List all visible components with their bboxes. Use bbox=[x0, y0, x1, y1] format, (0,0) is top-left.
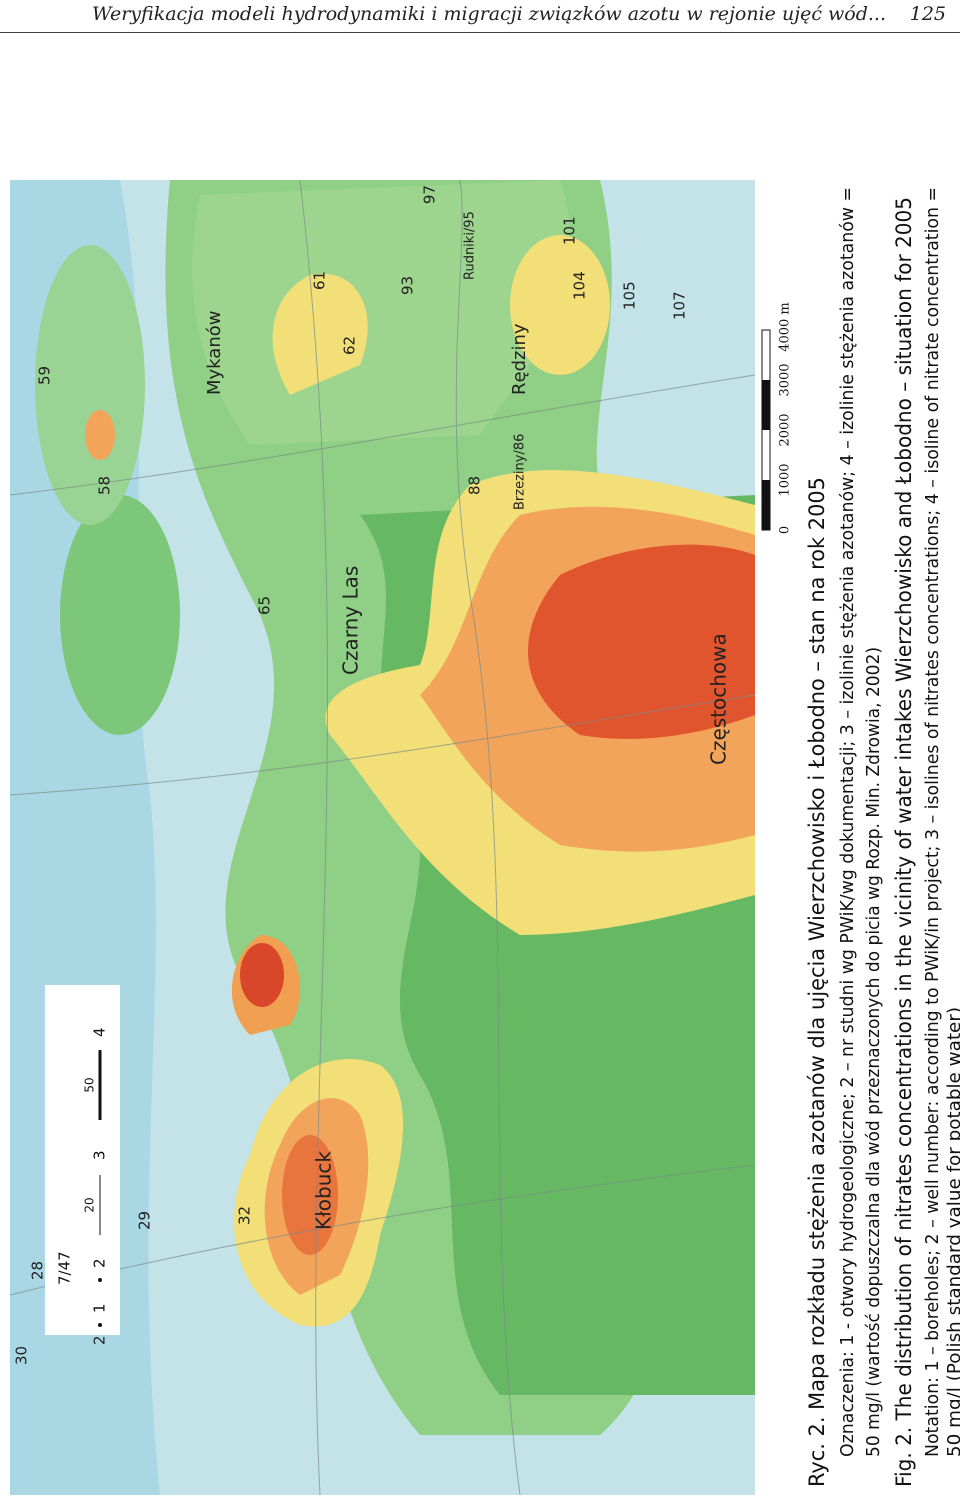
legend-item: 4 bbox=[91, 1027, 109, 1037]
caption-line: Notation: 1 – boreholes; 2 – well number… bbox=[922, 187, 943, 1457]
map-zone bbox=[282, 1135, 338, 1255]
map-zone bbox=[528, 544, 755, 739]
caption-line: 50 mg/l (wartość dopuszczalna dla wód pr… bbox=[863, 647, 884, 1457]
well-label: 105 bbox=[621, 281, 639, 310]
caption: Ryc. 2. Mapa rozkładu stężenia azotanów … bbox=[805, 187, 960, 1487]
caption-title: Ryc. 2. Mapa rozkładu stężenia azotanów … bbox=[805, 477, 829, 1487]
map-labels: Kłobuck Częstochowa Czarny Las Mykanów R… bbox=[13, 185, 731, 1365]
legend-item: 1 bbox=[91, 1303, 109, 1313]
well-label: 107 bbox=[671, 291, 689, 320]
page-number: 125 bbox=[909, 3, 946, 25]
well-label: 62 bbox=[341, 336, 359, 355]
well-label: 28 bbox=[29, 1261, 47, 1280]
map-zone bbox=[85, 410, 115, 460]
well-label: 58 bbox=[96, 476, 114, 495]
legend: 7/47 1 2 20 3 50 4 bbox=[45, 985, 120, 1335]
well-label: 61 bbox=[311, 271, 329, 290]
well-label: 32 bbox=[236, 1206, 254, 1225]
scale-bar: 0 1000 2000 3000 4000 m bbox=[761, 302, 793, 534]
rotated-figure: Kłobuck Częstochowa Czarny Las Mykanów R… bbox=[0, 175, 960, 1496]
caption-line: 50 mg/l (Polish standard value for potab… bbox=[944, 1007, 960, 1457]
map-zone bbox=[272, 273, 368, 395]
legend-item: 3 bbox=[91, 1150, 109, 1160]
well-label: 29 bbox=[136, 1211, 154, 1230]
scale-segment bbox=[762, 480, 770, 530]
well-label: 93 bbox=[399, 276, 417, 295]
well-label: 65 bbox=[256, 596, 274, 615]
scale-segment bbox=[762, 380, 770, 430]
legend-isoline-value: 50 bbox=[83, 1077, 97, 1092]
place-label: Rędziny bbox=[509, 323, 530, 395]
caption-line: Oznaczenia: 1 - otwory hydrogeologiczne;… bbox=[837, 187, 858, 1457]
scale-label: 4000 m bbox=[778, 302, 793, 352]
well-label: Brzeziny/86 bbox=[513, 434, 528, 510]
well-label: 88 bbox=[466, 476, 484, 495]
map: Kłobuck Częstochowa Czarny Las Mykanów R… bbox=[9, 179, 756, 1496]
place-label: Mykanów bbox=[204, 311, 225, 395]
place-label: Kłobuck bbox=[312, 1151, 336, 1230]
legend-isoline-value: 20 bbox=[83, 1197, 97, 1212]
legend-item: 2 bbox=[91, 1258, 109, 1268]
scale-label: 1000 bbox=[778, 463, 793, 496]
well-label: 104 bbox=[571, 271, 589, 300]
running-title: Weryfikacja modeli hydrodynamiki i migra… bbox=[92, 3, 887, 25]
place-label: Częstochowa bbox=[707, 633, 731, 765]
well-label: 101 bbox=[561, 216, 579, 245]
scale-label: 3000 bbox=[778, 363, 793, 396]
running-header: Weryfikacja modeli hydrodynamiki i migra… bbox=[0, 0, 960, 33]
map-zone bbox=[35, 245, 145, 525]
well-label: 30 bbox=[13, 1346, 31, 1365]
legend-symbol bbox=[98, 1323, 102, 1327]
caption-title: Fig. 2. The distribution of nitrates con… bbox=[892, 197, 916, 1487]
place-label: Czarny Las bbox=[339, 566, 363, 675]
map-zone bbox=[510, 235, 610, 375]
legend-symbol bbox=[98, 1278, 102, 1282]
well-label: 97 bbox=[421, 185, 439, 204]
legend-well-example: 7/47 bbox=[56, 1251, 74, 1285]
well-label: Rudniki/95 bbox=[463, 211, 478, 280]
map-zone bbox=[240, 943, 284, 1007]
scale-label: 2000 bbox=[778, 413, 793, 446]
well-label: 59 bbox=[36, 366, 54, 385]
map-zone bbox=[60, 495, 180, 735]
scale-label: 0 bbox=[778, 526, 793, 534]
figure: Kłobuck Częstochowa Czarny Las Mykanów R… bbox=[9, 179, 960, 1496]
